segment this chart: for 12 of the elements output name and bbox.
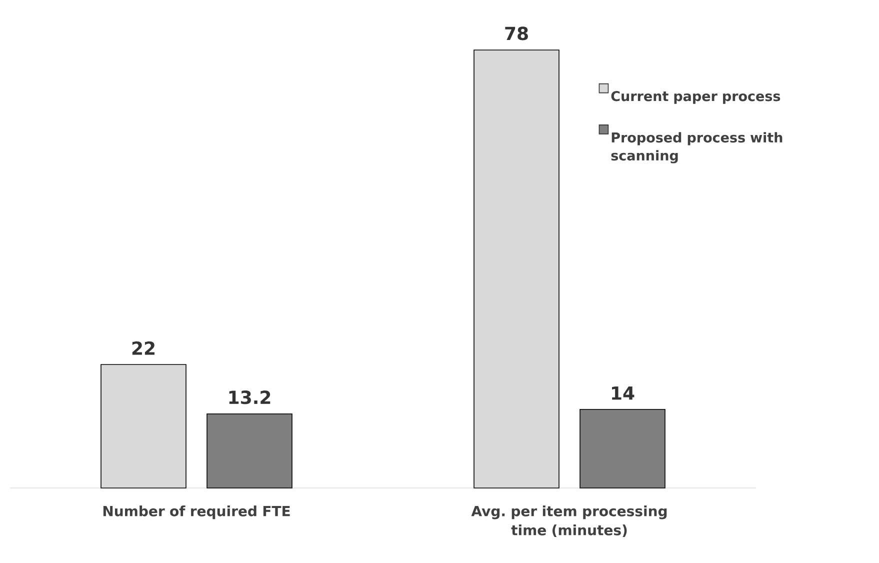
bar bbox=[580, 408, 666, 488]
legend-label: Proposed process with scanning bbox=[611, 132, 782, 164]
legend-label: Current paper process bbox=[611, 91, 780, 104]
data-label: 22 bbox=[132, 341, 154, 355]
bar bbox=[100, 364, 186, 488]
data-label: 14 bbox=[612, 386, 634, 400]
x-tick-label: Avg. per item processing time (minutes) bbox=[471, 506, 667, 538]
data-label: 78 bbox=[505, 26, 528, 40]
bar bbox=[474, 50, 560, 488]
data-label: 13.2 bbox=[229, 390, 270, 404]
x-tick-label: Number of required FTE bbox=[103, 506, 290, 520]
bar bbox=[206, 413, 292, 488]
